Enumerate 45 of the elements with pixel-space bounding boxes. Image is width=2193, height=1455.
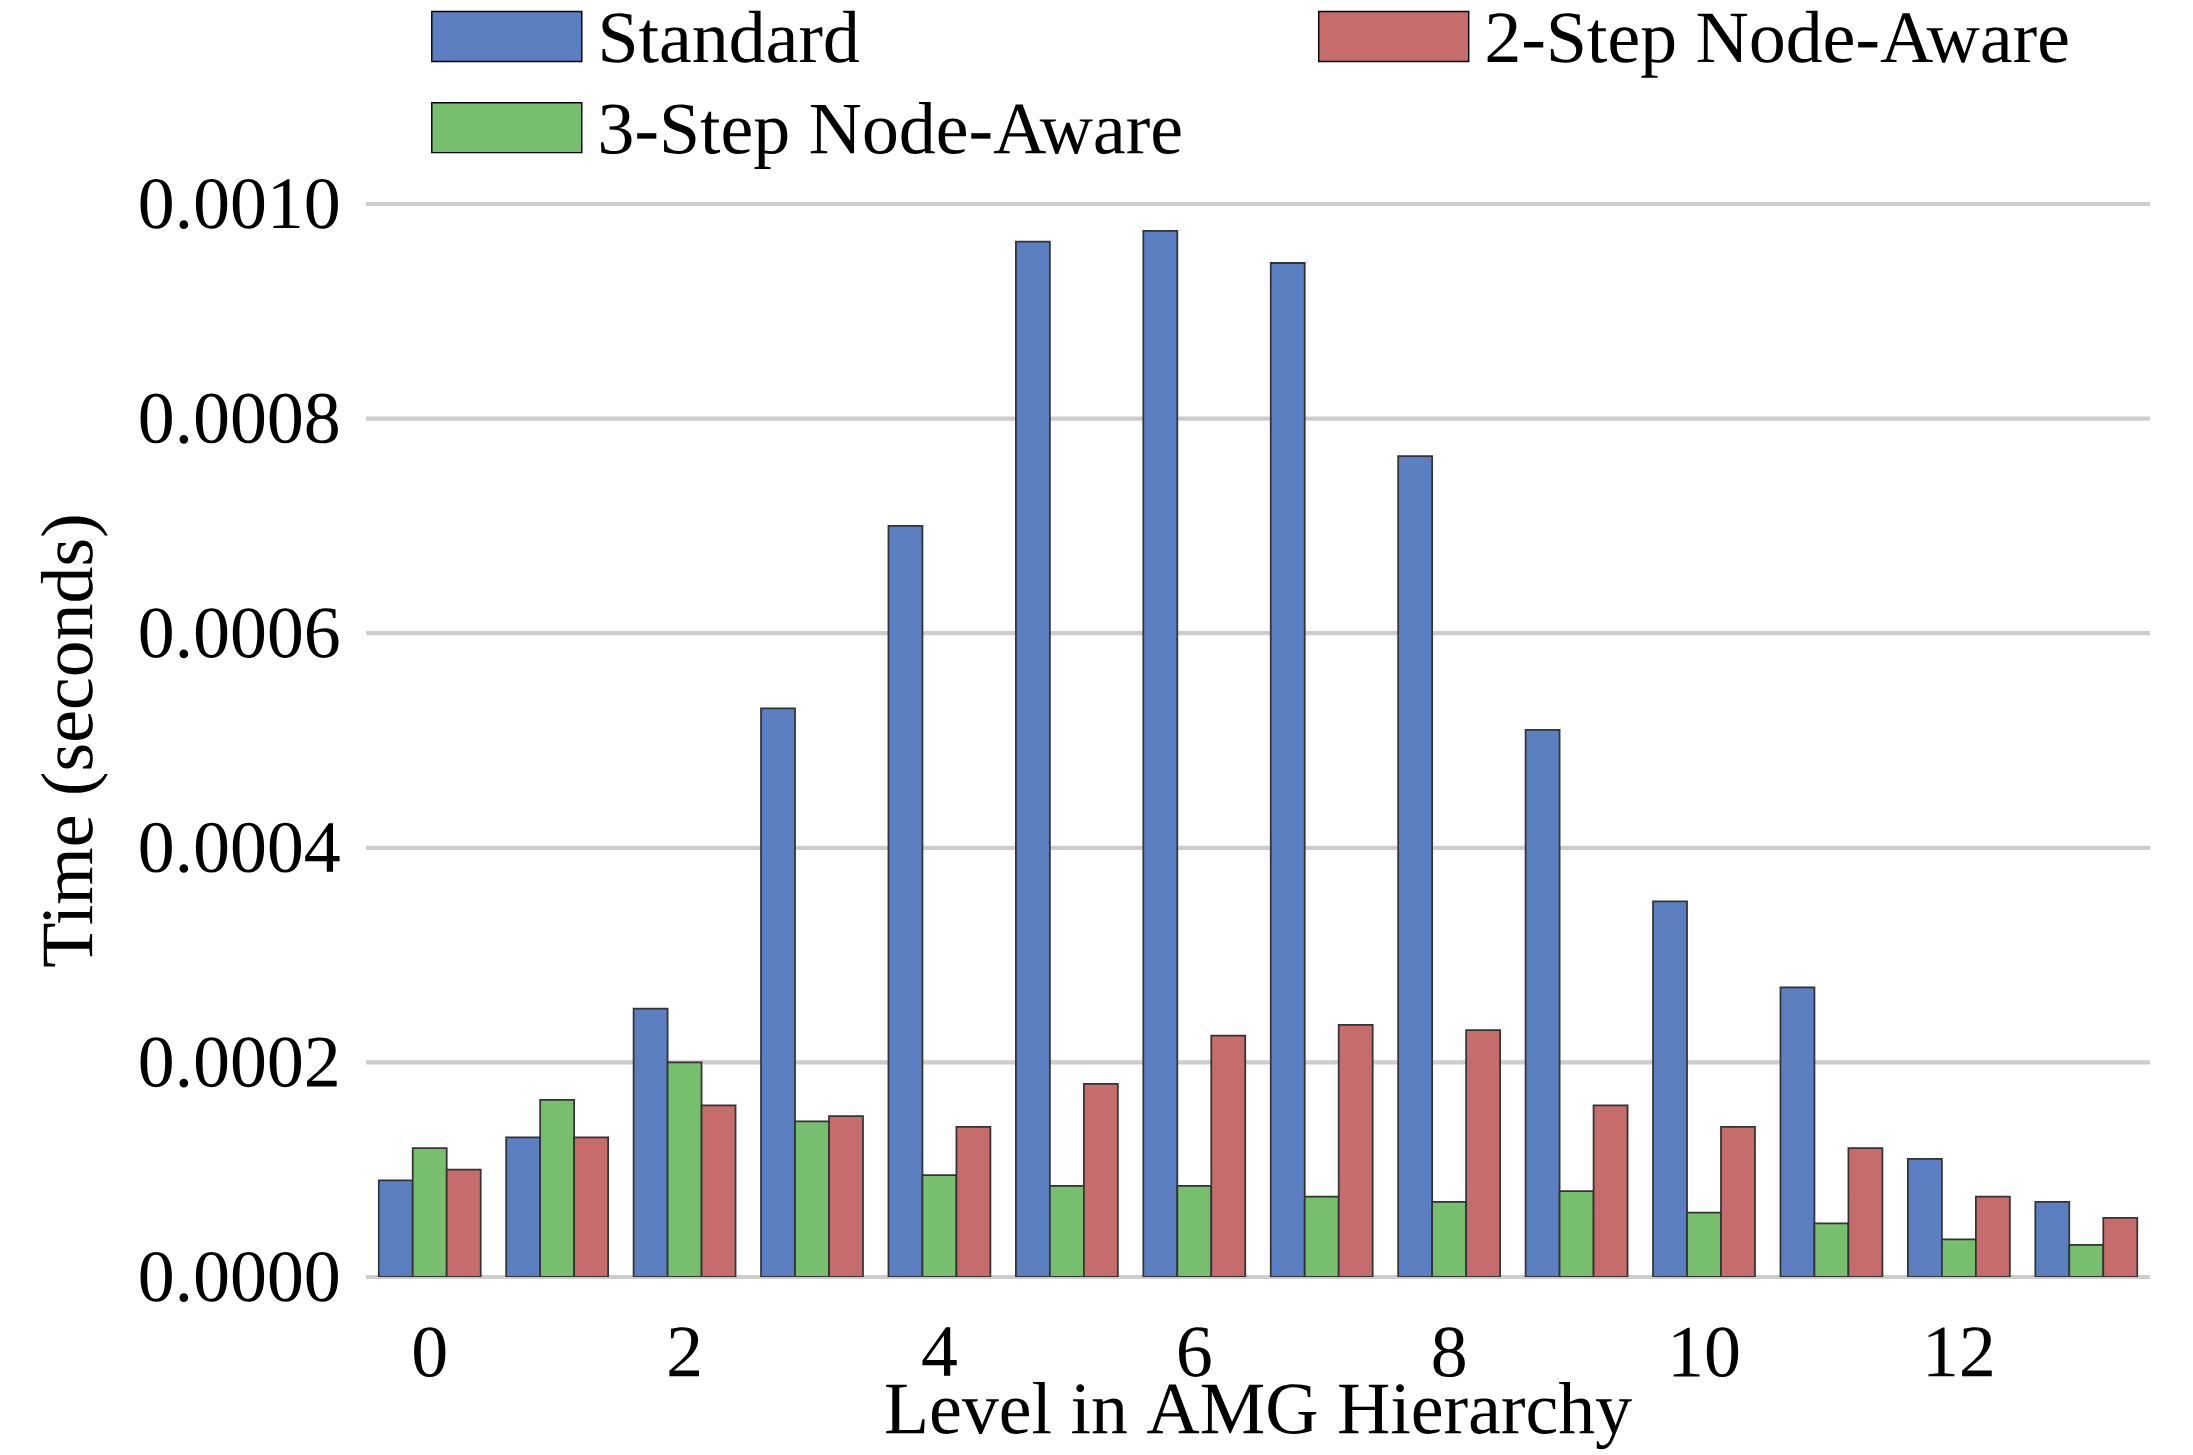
bar bbox=[539, 1099, 576, 1277]
bar bbox=[1720, 1125, 1756, 1277]
bar bbox=[411, 1147, 448, 1277]
y-tick-label: 0.0006 bbox=[140, 608, 339, 659]
bar bbox=[794, 1120, 830, 1277]
y-tick-label: 0.0008 bbox=[140, 393, 338, 444]
bar bbox=[921, 1174, 958, 1277]
bar bbox=[1176, 1184, 1213, 1277]
legend-label: 2-Step Node-Aware bbox=[1487, 10, 2068, 78]
bar bbox=[1210, 1034, 1247, 1277]
bar bbox=[1303, 1195, 1340, 1277]
bar bbox=[1847, 1147, 1884, 1277]
y-tick-label: 0.0010 bbox=[140, 178, 338, 230]
bar bbox=[1941, 1238, 1977, 1277]
x-tick-label: 0 bbox=[414, 1327, 446, 1378]
bar bbox=[573, 1136, 609, 1277]
y-axis-title: Time (seconds) bbox=[40, 516, 108, 967]
bar bbox=[1337, 1023, 1374, 1277]
y-tick-label: 0.0002 bbox=[140, 1037, 337, 1088]
bar bbox=[1431, 1200, 1468, 1277]
legend-label: 3-Step Node-Aware bbox=[601, 102, 1181, 169]
bar bbox=[1558, 1190, 1595, 1277]
bar bbox=[2102, 1217, 2139, 1277]
y-tick-label: 0.0000 bbox=[140, 1251, 338, 1303]
x-tick-label: 4 bbox=[922, 1327, 957, 1376]
bar bbox=[1686, 1211, 1722, 1277]
y-tick-label: 0.0004 bbox=[140, 822, 340, 873]
bar bbox=[1465, 1029, 1502, 1277]
bar bbox=[1974, 1195, 2011, 1277]
x-tick-label: 10 bbox=[1673, 1327, 1739, 1378]
bar bbox=[955, 1125, 992, 1277]
x-axis-title: Level in AMG Hierarchy bbox=[886, 1382, 1632, 1450]
bar bbox=[1592, 1104, 1629, 1277]
x-tick-label: 8 bbox=[1433, 1327, 1465, 1378]
legend-label: Standard bbox=[602, 10, 859, 63]
x-tick-label: 12 bbox=[1928, 1327, 1992, 1377]
bar bbox=[1813, 1222, 1850, 1277]
x-tick-label: 2 bbox=[669, 1327, 699, 1377]
bar bbox=[1048, 1184, 1085, 1277]
bar bbox=[666, 1061, 703, 1277]
bar bbox=[700, 1104, 737, 1277]
bar bbox=[828, 1115, 864, 1277]
bar bbox=[1082, 1082, 1119, 1277]
bar bbox=[445, 1168, 482, 1277]
x-tick-label: 6 bbox=[1179, 1327, 1211, 1377]
